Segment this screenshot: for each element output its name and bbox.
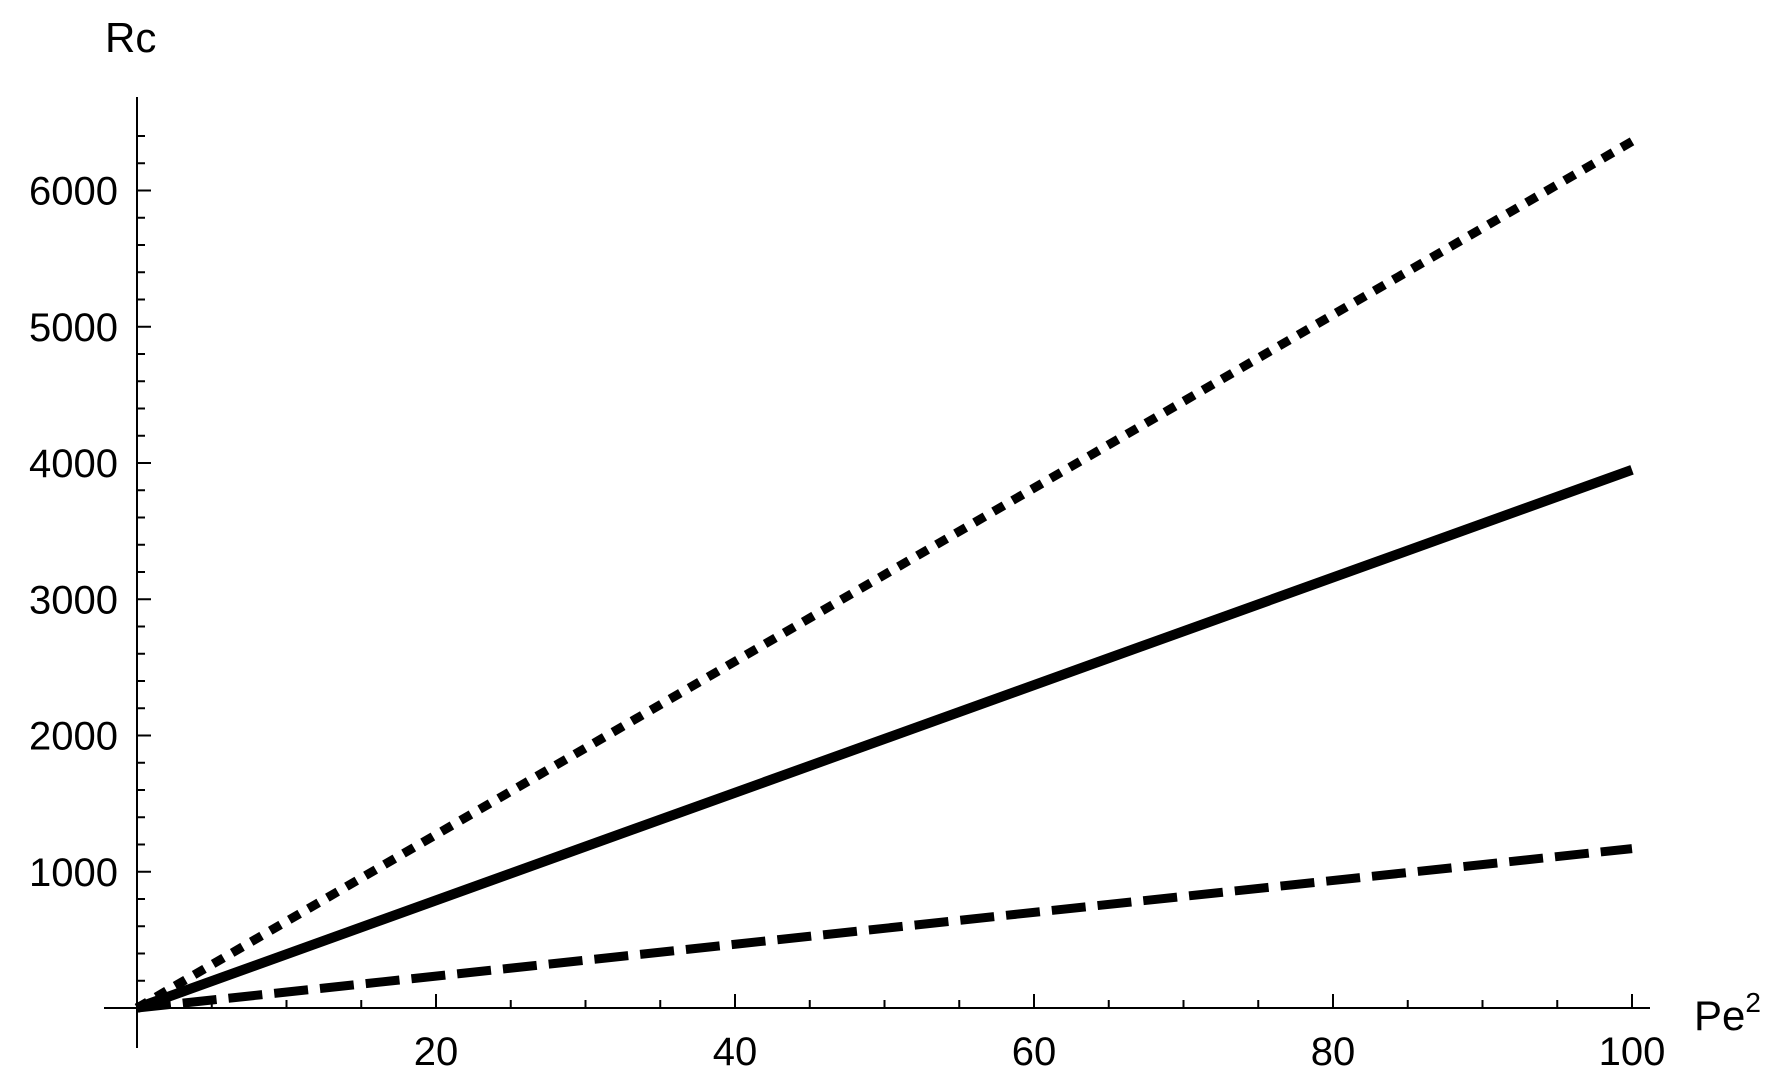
series-layer	[134, 137, 1635, 1013]
y-tick-label: 3000	[29, 578, 118, 622]
series-line-solid	[135, 465, 1634, 1013]
y-axis-title: Rc	[105, 14, 156, 61]
axes: 20 40 60 80 100 1000 2000 3000 4000 5000 6000	[29, 97, 1665, 1074]
y-tick-label: 6000	[29, 170, 118, 214]
x-tick-label: 40	[713, 1030, 758, 1074]
x-axis-title-base: Pe	[1694, 992, 1745, 1039]
x-tick-label: 80	[1311, 1030, 1356, 1074]
x-tick-label: 20	[414, 1030, 459, 1074]
series-line-dotted	[134, 137, 1635, 1012]
series-line-dashed	[136, 844, 1633, 1013]
x-tick-label: 60	[1012, 1030, 1057, 1074]
y-tick-label: 2000	[29, 715, 118, 759]
y-tick-label: 4000	[29, 442, 118, 486]
x-axis-title-superscript: 2	[1745, 987, 1761, 1018]
y-tick-label: 1000	[29, 851, 118, 895]
y-tick-label: 5000	[29, 306, 118, 350]
x-axis-title: Pe2	[1694, 987, 1761, 1039]
x-tick-label: 100	[1599, 1030, 1666, 1074]
